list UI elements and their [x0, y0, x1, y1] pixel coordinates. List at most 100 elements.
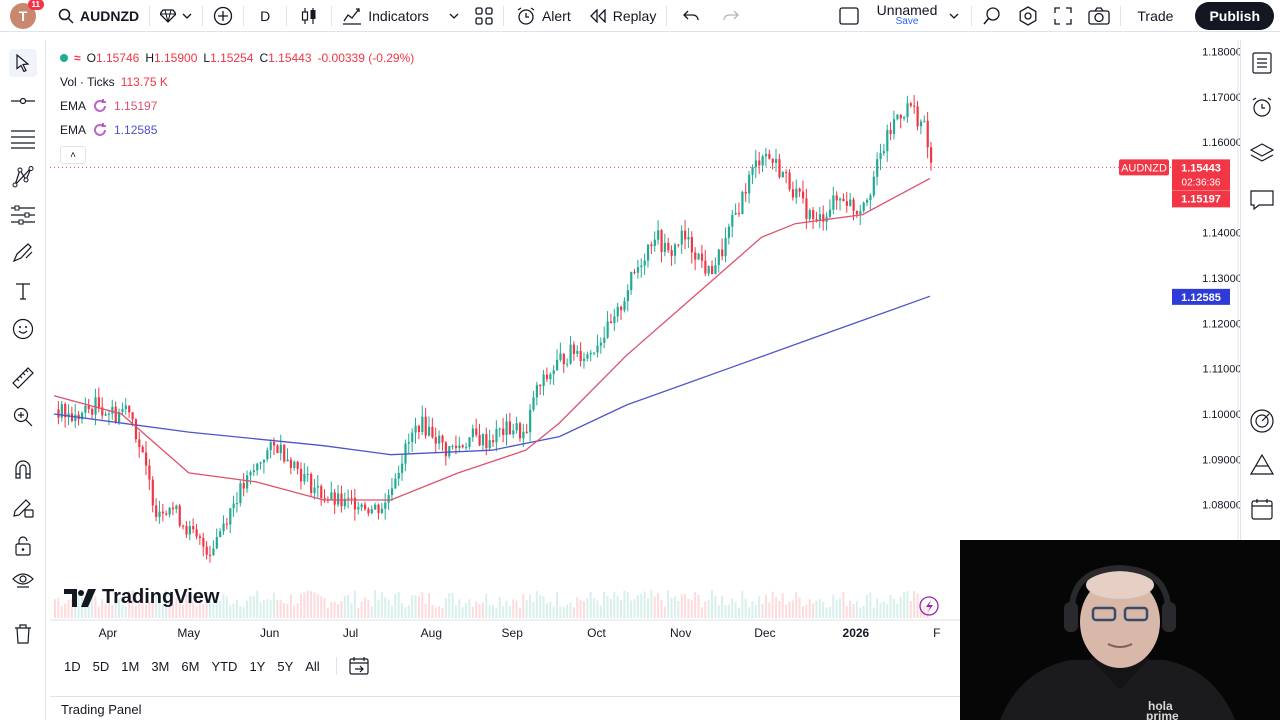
range-1m[interactable]: 1M: [121, 658, 140, 674]
chat-button[interactable]: [1249, 187, 1275, 213]
publish-button[interactable]: Publish: [1195, 1, 1274, 30]
chart-type-button[interactable]: [289, 0, 329, 32]
candle-body: [670, 250, 673, 256]
range-6m[interactable]: 6M: [181, 658, 200, 674]
zoom-tool[interactable]: [9, 403, 37, 431]
lightning-icon[interactable]: [919, 596, 939, 616]
compare-button[interactable]: [205, 0, 241, 32]
candle-body: [569, 344, 572, 364]
candle-body: [434, 437, 437, 444]
range-5y[interactable]: 5Y: [277, 658, 294, 674]
volume-row[interactable]: Vol · Ticks 113.75 K: [60, 70, 414, 94]
collapse-legend-button[interactable]: ˄: [60, 146, 86, 164]
volume-bar: [518, 607, 521, 618]
remove-tool[interactable]: [9, 620, 37, 648]
fullscreen-button[interactable]: [1046, 0, 1080, 32]
forecast-tool[interactable]: [9, 201, 37, 229]
candle-body: [798, 188, 801, 192]
save-label[interactable]: Save: [895, 15, 919, 27]
fib-tool[interactable]: [9, 125, 37, 153]
volume-bar: [259, 602, 262, 618]
volume-bar: [404, 607, 407, 618]
volume-bar: [84, 600, 87, 618]
range-1y[interactable]: 1Y: [249, 658, 266, 674]
calendar-button[interactable]: [1249, 496, 1275, 522]
redo-button[interactable]: [713, 0, 749, 32]
candle-body: [737, 213, 741, 215]
goto-date-icon[interactable]: [349, 656, 369, 676]
volume-bar: [663, 606, 666, 618]
line-tool[interactable]: [9, 87, 37, 115]
chart-area[interactable]: 1.18000 1.17000 1.16000 1.14000 1.13000 1.120…: [50, 40, 1240, 650]
cursor-tool[interactable]: [9, 49, 37, 77]
volume-bar: [121, 604, 124, 618]
price-chart[interactable]: 1.18000 1.17000 1.16000 1.14000 1.13000 1.120…: [50, 40, 1240, 650]
undo-button[interactable]: [669, 0, 713, 32]
quick-search-button[interactable]: [974, 0, 1010, 32]
snapshot-button[interactable]: [1080, 0, 1118, 32]
trade-button[interactable]: Trade: [1123, 0, 1187, 32]
ideas-button[interactable]: [1249, 408, 1275, 434]
chevron-down-icon[interactable]: [449, 13, 459, 19]
candle-body: [697, 253, 700, 260]
trash-icon: [14, 624, 32, 644]
ruler-tool[interactable]: [9, 364, 37, 392]
pattern-tool[interactable]: [9, 163, 37, 191]
range-1d[interactable]: 1D: [64, 658, 81, 674]
ema-slow-row[interactable]: EMA 1.12585: [60, 118, 414, 142]
range-3m[interactable]: 3M: [151, 658, 170, 674]
replay-button[interactable]: Replay: [581, 0, 665, 32]
candle-body: [390, 488, 394, 495]
emoji-tool[interactable]: [9, 315, 37, 343]
trading-panel-tab[interactable]: Trading Panel: [50, 696, 960, 720]
close-key: C: [259, 51, 269, 65]
object-tree-button[interactable]: [1249, 140, 1275, 166]
volume-bar: [879, 602, 882, 618]
candle-body: [215, 537, 218, 549]
tradingview-logo[interactable]: TradingView: [64, 586, 219, 609]
alert-button[interactable]: Alert: [506, 0, 581, 32]
price-tick-label: 1.16000: [1202, 137, 1240, 149]
range-5d[interactable]: 5D: [92, 658, 110, 674]
interval-button[interactable]: D: [246, 0, 284, 32]
range-ytd[interactable]: YTD: [211, 658, 238, 674]
candle-body: [316, 486, 319, 488]
watchlist-menu[interactable]: [152, 0, 200, 32]
volume-bar: [222, 594, 225, 618]
volume-bar: [566, 604, 569, 618]
watchlist-panel-button[interactable]: [1249, 50, 1275, 76]
volume-bar: [97, 606, 100, 618]
text-icon: [15, 282, 31, 300]
brush-tool[interactable]: [9, 239, 37, 267]
time-tick-label: Aug: [421, 626, 442, 640]
candle-body: [518, 423, 522, 439]
layout-menu[interactable]: Unnamed Save: [867, 0, 970, 32]
lock-tool[interactable]: [9, 532, 37, 560]
candle-body: [586, 354, 589, 359]
hide-tool[interactable]: [9, 567, 37, 595]
stay-drawing-tool[interactable]: [9, 493, 37, 521]
volume-bar: [613, 591, 616, 618]
range-all[interactable]: All: [305, 658, 320, 674]
volume-bar: [909, 601, 912, 618]
volume-bar: [165, 590, 168, 618]
text-tool[interactable]: [9, 277, 37, 305]
ohlc-row: ≈ O 1.15746 H 1.15900 L 1.15254 C 1.15443 -0…: [60, 46, 414, 70]
indicators-button[interactable]: Indicators: [334, 0, 467, 32]
templates-button[interactable]: [467, 0, 501, 32]
volume-bar: [235, 599, 238, 618]
divider: [335, 657, 337, 675]
avatar[interactable]: T 11: [10, 0, 44, 29]
layout-toggle[interactable]: [831, 0, 867, 32]
ema-fast-row[interactable]: EMA 1.15197: [60, 94, 414, 118]
volume-bar: [913, 590, 916, 618]
magnet-tool[interactable]: [9, 455, 37, 483]
symbol-search[interactable]: AUDNZD: [50, 0, 147, 32]
alerts-panel-button[interactable]: [1249, 94, 1275, 120]
symbol-tag-text: AUDNZD: [1121, 162, 1167, 174]
candle-body: [293, 461, 296, 468]
scripts-button[interactable]: [1249, 452, 1275, 478]
volume-bar: [714, 596, 717, 618]
settings-button[interactable]: [1010, 0, 1046, 32]
